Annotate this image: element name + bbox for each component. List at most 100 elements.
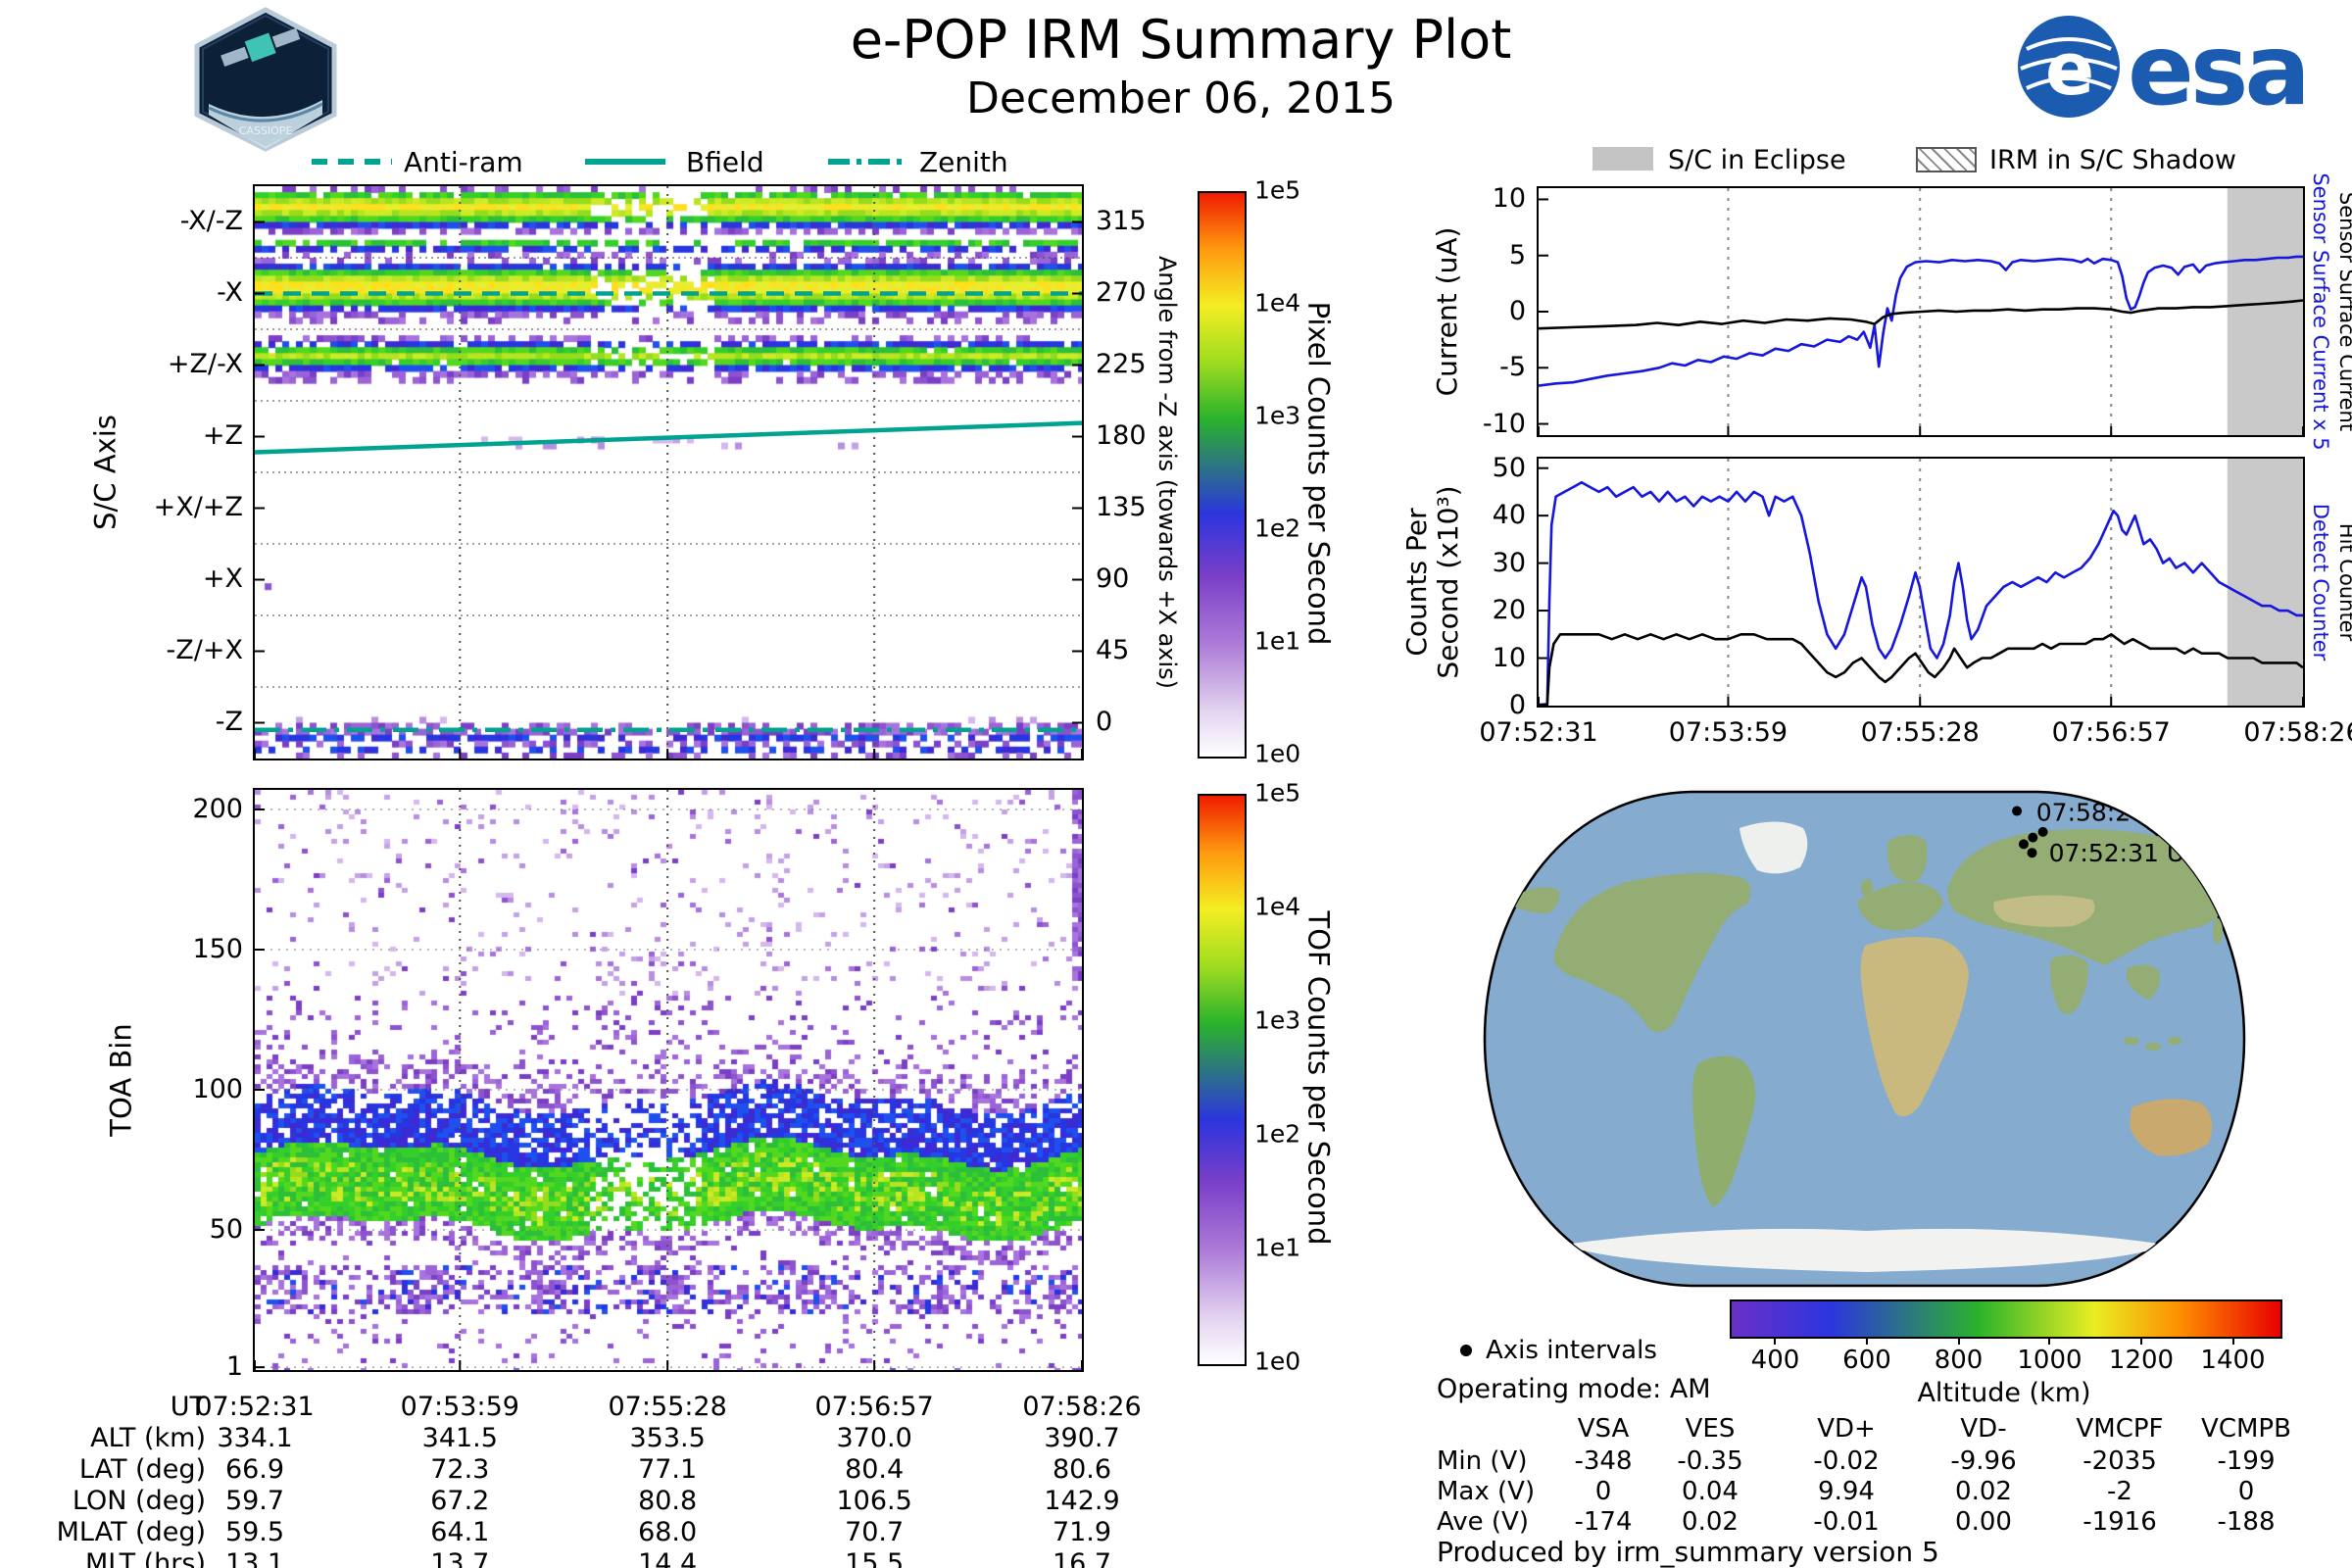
ephemeris-row-label: LAT (deg) bbox=[78, 1454, 206, 1485]
track-point bbox=[2037, 826, 2048, 837]
ephemeris-value: 72.3 bbox=[430, 1454, 490, 1485]
voltage-col-header: VES bbox=[1685, 1414, 1736, 1444]
toa-overlay bbox=[255, 790, 1082, 1370]
voltage-value: -2 bbox=[2107, 1477, 2132, 1506]
ephemeris-row-label: UT bbox=[170, 1392, 206, 1422]
tof-counts-colorbar-tick: 1e0 bbox=[1254, 1347, 1301, 1376]
voltage-value: -2035 bbox=[2082, 1446, 2157, 1476]
pixel-counts-colorbar-tick: 1e4 bbox=[1254, 288, 1301, 318]
shadow-legend-swatch bbox=[1916, 147, 1977, 172]
altitude-tick: 800 bbox=[1934, 1346, 1984, 1375]
altitude-tick: 1200 bbox=[2108, 1346, 2175, 1375]
counts-ytick: 50 bbox=[1492, 452, 1526, 483]
right-xtick: 07:58:26 bbox=[2243, 717, 2352, 748]
angle-ytick: 45 bbox=[1096, 634, 1130, 665]
ephemeris-value: 80.4 bbox=[845, 1454, 905, 1485]
voltage-value: 0.02 bbox=[1955, 1477, 2012, 1506]
ephemeris-value: 07:55:28 bbox=[608, 1392, 727, 1422]
axis-intervals-bullet bbox=[1460, 1345, 1472, 1356]
ephemeris-value: 341.5 bbox=[421, 1423, 498, 1453]
toa-ytick: 1 bbox=[225, 1351, 243, 1383]
tof-counts-colorbar-tick: 1e1 bbox=[1254, 1233, 1301, 1262]
sc-axis-ytick: +X bbox=[202, 563, 243, 594]
counts-ytick: 10 bbox=[1492, 642, 1526, 673]
voltage-value: -0.02 bbox=[1813, 1446, 1880, 1476]
toa-ytick: 200 bbox=[192, 794, 243, 825]
operating-mode-label: Operating mode: AM bbox=[1437, 1374, 1711, 1404]
altitude-tick-mark bbox=[2231, 1337, 2234, 1345]
current-right-label: Sensor Surface Current x 5 bbox=[2309, 172, 2333, 451]
pixel-counts-colorbar-tick: 1e0 bbox=[1254, 739, 1301, 768]
ephemeris-value: 15.5 bbox=[845, 1548, 905, 1568]
track-time-label: 07:58:26 UT bbox=[2036, 799, 2188, 827]
ephemeris-value: 370.0 bbox=[836, 1423, 912, 1453]
pixel-counts-colorbar-tick: 1e2 bbox=[1254, 514, 1301, 543]
sc-axis-overlay bbox=[255, 186, 1082, 759]
track-point bbox=[2183, 806, 2194, 816]
counts-plot bbox=[1539, 459, 2303, 706]
ephemeris-value: 07:58:26 bbox=[1022, 1392, 1142, 1422]
ephemeris-row-label: LON (deg) bbox=[72, 1486, 206, 1516]
counts-ytick: 0 bbox=[1508, 690, 1526, 720]
ephemeris-value: 14.4 bbox=[638, 1548, 698, 1568]
altitude-tick: 600 bbox=[1842, 1346, 1891, 1375]
sc-axis-ytick: -Z/+X bbox=[166, 634, 243, 665]
counts-right-label: Hit Counter bbox=[2335, 522, 2352, 642]
current-ytick: -10 bbox=[1482, 408, 1526, 439]
angle-ytick: 180 bbox=[1096, 419, 1147, 451]
angle-ytick: 270 bbox=[1096, 276, 1147, 308]
sc-axis-ylabel: S/C Axis bbox=[88, 415, 122, 530]
voltage-col-header: VD+ bbox=[1817, 1414, 1876, 1444]
altitude-tick-mark bbox=[1866, 1337, 1868, 1345]
page-title: e-POP IRM Summary Plot bbox=[850, 9, 1512, 71]
altitude-colorbar bbox=[1730, 1299, 2282, 1339]
patch-label: CASSIOPE bbox=[239, 124, 293, 137]
pixel-counts-colorbar-tick: 1e3 bbox=[1254, 401, 1301, 430]
ephemeris-value: 142.9 bbox=[1044, 1486, 1120, 1516]
sc-axis-ytick: +X/+Z bbox=[153, 491, 243, 522]
ephemeris-value: 70.7 bbox=[845, 1517, 905, 1547]
legend-label-anti-ram: Anti-ram bbox=[404, 146, 523, 178]
voltage-value: -9.96 bbox=[1950, 1446, 2017, 1476]
bfield-line-sample bbox=[585, 159, 665, 165]
angle-ytick: 225 bbox=[1096, 348, 1147, 379]
current-ytick: 10 bbox=[1492, 183, 1526, 215]
toa-ytick: 50 bbox=[209, 1214, 243, 1245]
patch-satellite-icon bbox=[220, 27, 301, 67]
sc-axis-ytick: +Z bbox=[202, 419, 243, 451]
ephemeris-value: 13.7 bbox=[430, 1548, 490, 1568]
ephemeris-row-label: MLT (hrs) bbox=[84, 1548, 206, 1568]
ephemeris-value: 66.9 bbox=[224, 1454, 285, 1485]
produced-by-footer: Produced by irm_summary version 5 bbox=[1437, 1536, 1939, 1568]
toa-ylabel: TOA Bin bbox=[104, 1023, 138, 1137]
pixel-counts-colorbar bbox=[1198, 191, 1247, 759]
counts-ytick: 20 bbox=[1492, 595, 1526, 626]
eclipse-legend-swatch bbox=[1592, 147, 1653, 171]
pixel-counts-colorbar-tick: 1e5 bbox=[1254, 175, 1301, 205]
ephemeris-value: 80.6 bbox=[1052, 1454, 1112, 1485]
current-ytick: 5 bbox=[1508, 239, 1526, 270]
esa-logo-e: e bbox=[2045, 27, 2094, 112]
voltage-value: -1916 bbox=[2082, 1507, 2157, 1537]
sc-axis-ytick: -X bbox=[217, 276, 243, 308]
toa-ytick: 100 bbox=[192, 1074, 243, 1104]
ephemeris-value: 353.5 bbox=[629, 1423, 706, 1453]
right-xtick: 07:55:28 bbox=[1860, 717, 1980, 748]
ephemeris-value: 71.9 bbox=[1052, 1517, 1112, 1547]
ephemeris-value: 106.5 bbox=[836, 1486, 912, 1516]
tof-counts-colorbar-tick: 1e5 bbox=[1254, 778, 1301, 808]
track-point bbox=[2027, 848, 2037, 858]
altitude-tick-mark bbox=[1774, 1337, 1777, 1345]
toa-ytick: 150 bbox=[192, 934, 243, 964]
ephemeris-row-label: MLAT (deg) bbox=[56, 1517, 206, 1547]
patch-earth bbox=[209, 100, 322, 149]
page-date: December 06, 2015 bbox=[965, 74, 1396, 123]
ephemeris-value: 07:53:59 bbox=[400, 1392, 519, 1422]
ephemeris-value: 16.7 bbox=[1052, 1548, 1112, 1568]
right-xtick: 07:52:31 bbox=[1479, 717, 1598, 748]
altitude-tick-mark bbox=[2140, 1337, 2142, 1345]
cassiope-mission-patch: CASSIOPE bbox=[194, 7, 337, 152]
eclipse-legend-label: S/C in Eclipse bbox=[1668, 145, 1846, 175]
